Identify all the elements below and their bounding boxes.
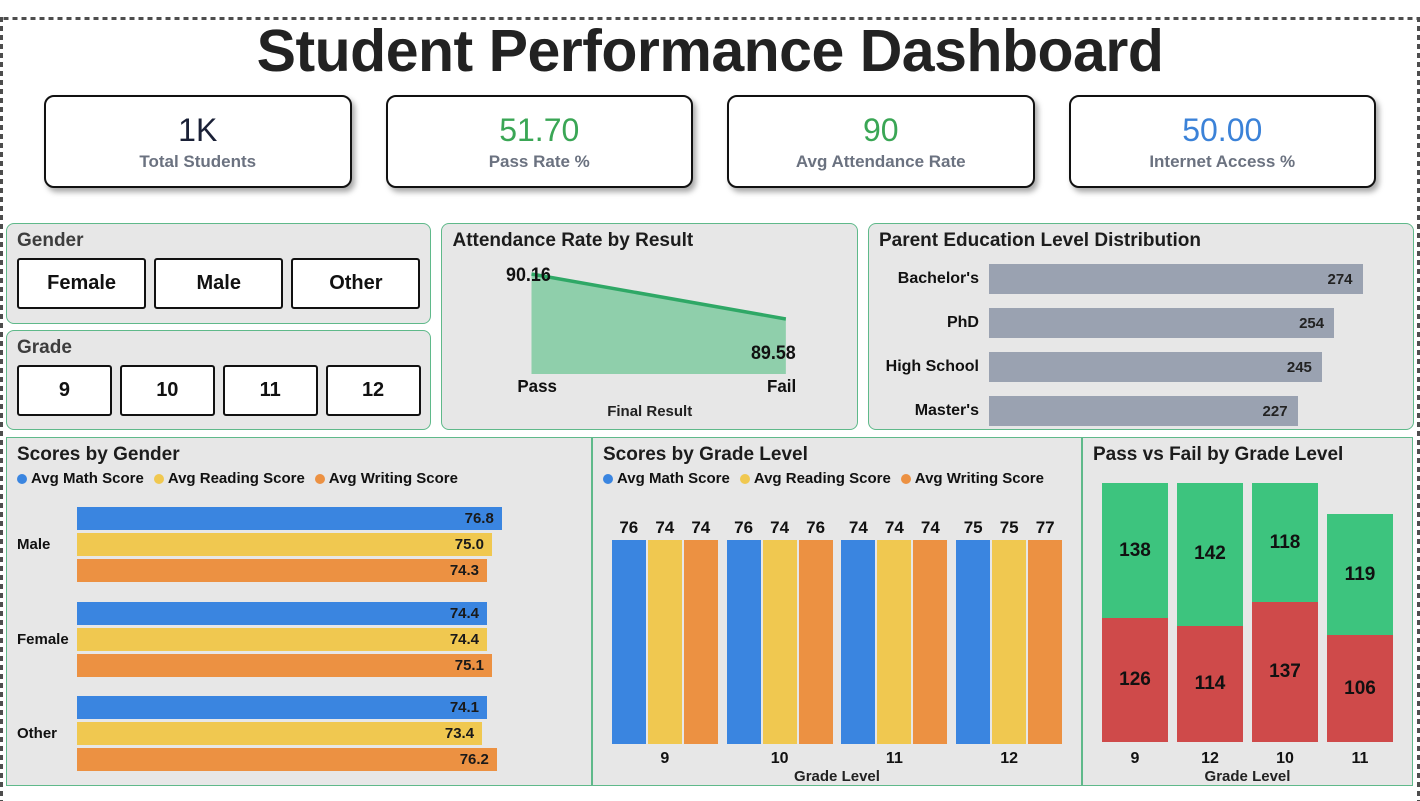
svg-text:90.16: 90.16: [507, 264, 552, 286]
svg-text:Fail: Fail: [767, 376, 796, 394]
svg-text:89.58: 89.58: [751, 342, 796, 364]
svg-text:Pass: Pass: [518, 376, 558, 394]
